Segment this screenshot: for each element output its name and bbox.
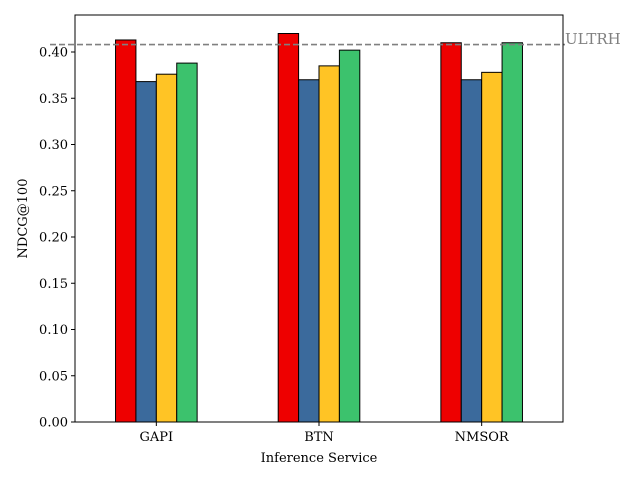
y-tick-label: 0.05 (39, 369, 68, 384)
bar-btn-2 (299, 80, 319, 422)
y-tick-label: 0.25 (39, 184, 68, 199)
x-tick-label: BTN (304, 430, 334, 445)
x-tick-label: GAPI (140, 430, 174, 445)
bars-layer (116, 34, 523, 423)
x-tick-label: NMSOR (455, 430, 510, 445)
bar-gapi-2 (136, 82, 156, 422)
bar-nmsor-4 (502, 43, 522, 422)
y-tick-label: 0.30 (39, 138, 68, 153)
y-tick-label: 0.00 (39, 416, 68, 431)
reference-line-label: ULTRH (565, 30, 621, 48)
y-tick-label: 0.15 (39, 277, 68, 292)
bar-btn-4 (339, 50, 359, 422)
bar-nmsor-3 (482, 72, 502, 422)
bar-btn-1 (278, 34, 298, 423)
y-tick-label: 0.35 (39, 92, 68, 107)
y-tick-label: 0.20 (39, 231, 68, 246)
bar-gapi-4 (177, 63, 197, 422)
y-axis-ticks: 0.00 0.05 0.10 0.15 0.20 0.25 0.30 0.35 0.40 (39, 46, 75, 431)
x-axis-label: Inference Service (261, 451, 378, 466)
x-axis-ticks: GAPI BTN NMSOR (140, 422, 510, 445)
bar-nmsor-1 (441, 43, 461, 422)
y-tick-label: 0.40 (39, 46, 68, 61)
bar-btn-3 (319, 66, 339, 422)
bar-gapi-3 (156, 74, 176, 422)
bar-nmsor-2 (461, 80, 481, 422)
y-tick-label: 0.10 (39, 323, 68, 338)
y-axis-label: NDCG@100 (16, 179, 31, 259)
bar-gapi-1 (116, 40, 136, 422)
